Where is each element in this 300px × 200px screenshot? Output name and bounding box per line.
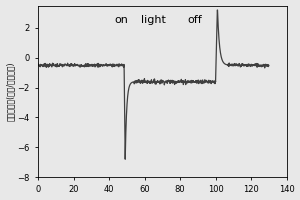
Y-axis label: 光电流密度(微安/平方厘米): 光电流密度(微安/平方厘米) [6, 62, 15, 121]
Text: on: on [115, 15, 128, 25]
Text: light: light [141, 15, 166, 25]
Text: off: off [187, 15, 202, 25]
